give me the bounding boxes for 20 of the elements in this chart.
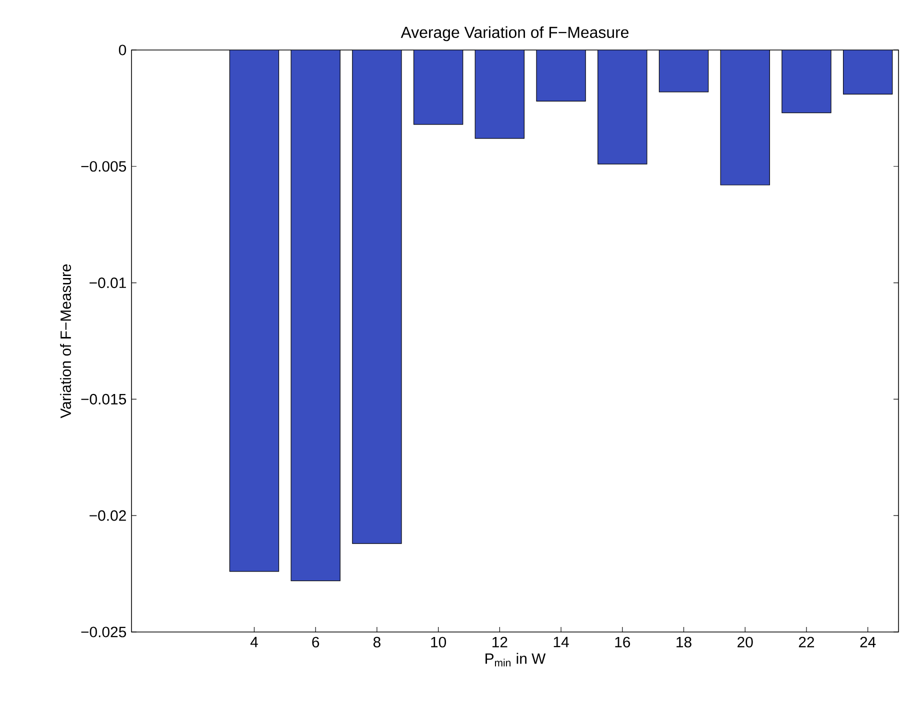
y-tick-label: −0.025 xyxy=(81,626,126,638)
y-tick-label: 0 xyxy=(118,44,126,56)
x-tick-label: 18 xyxy=(676,636,692,648)
x-tick-label: 12 xyxy=(492,636,508,648)
y-tick-label: −0.015 xyxy=(81,394,126,404)
x-axis-title: P$_{min}$ in W xyxy=(486,652,546,666)
x-tick-label: 24 xyxy=(860,636,876,648)
chart-title: Average Variation of F−Measure xyxy=(400,26,628,42)
y-tick-label: −0.02 xyxy=(90,510,126,521)
x-tick-label: 22 xyxy=(798,636,814,648)
x-tick-label: 10 xyxy=(431,636,446,648)
x-tick-label: 8 xyxy=(373,636,380,648)
x-tick-label: 4 xyxy=(250,636,258,648)
y-axis-title: Variation of F−Measure xyxy=(60,264,72,418)
x-tick-label: 20 xyxy=(738,636,753,648)
y-tick-label: −0.005 xyxy=(81,161,126,172)
x-tick-label: 16 xyxy=(615,636,630,648)
x-tick-label: 6 xyxy=(312,636,320,648)
x-tick-label: 14 xyxy=(554,636,569,648)
y-tick-label: −0.01 xyxy=(90,277,126,288)
